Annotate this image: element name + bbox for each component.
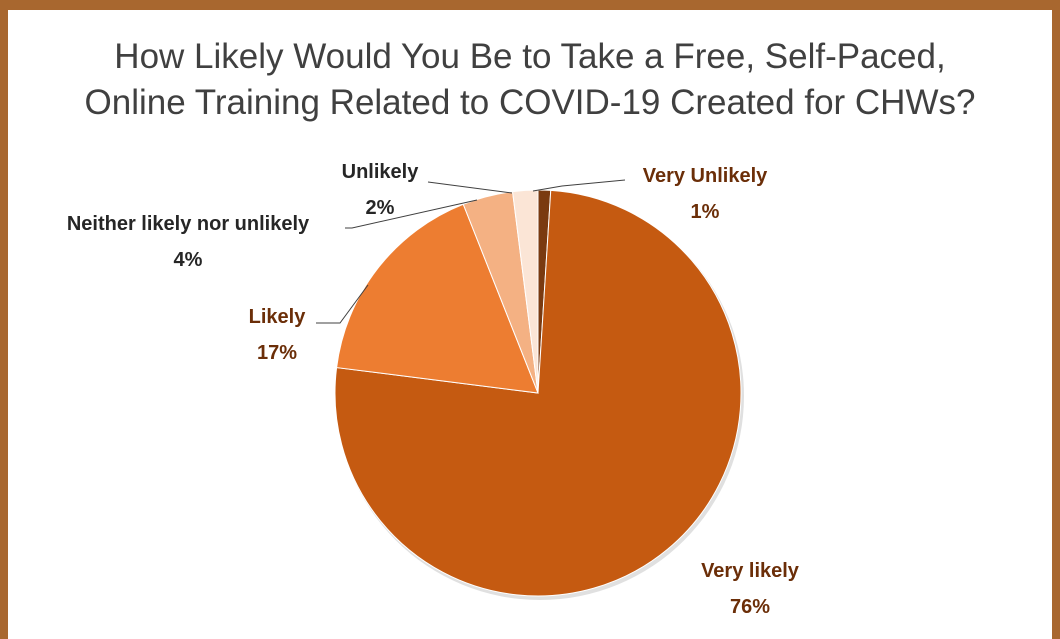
chart-title: How Likely Would You Be to Take a Free, … — [0, 34, 1060, 126]
slice-label-very-likely: Very likely — [701, 560, 800, 582]
slice-label-likely: Likely — [249, 306, 307, 328]
slice-value-unlikely: 2% — [366, 197, 395, 219]
slice-value-neither: 4% — [174, 249, 203, 271]
slice-value-likely: 17% — [257, 342, 297, 364]
slice-value-very-unlikely: 1% — [691, 201, 720, 223]
chart-title-line-2: Online Training Related to COVID-19 Crea… — [84, 83, 976, 122]
leader-line-unlikely — [427, 181, 513, 194]
slice-value-very-likely: 76% — [730, 596, 770, 618]
slice-label-unlikely: Unlikely — [342, 161, 420, 183]
slice-label-neither: Neither likely nor unlikely — [67, 213, 310, 235]
leader-line-very-unlikely — [532, 179, 626, 192]
leader-line-neither — [345, 199, 478, 229]
pie-slice-likely — [336, 203, 539, 394]
slice-label-very-unlikely: Very Unlikely — [643, 165, 768, 187]
chart-title-line-1: How Likely Would You Be to Take a Free, … — [114, 37, 946, 76]
leader-line-likely — [316, 284, 369, 324]
